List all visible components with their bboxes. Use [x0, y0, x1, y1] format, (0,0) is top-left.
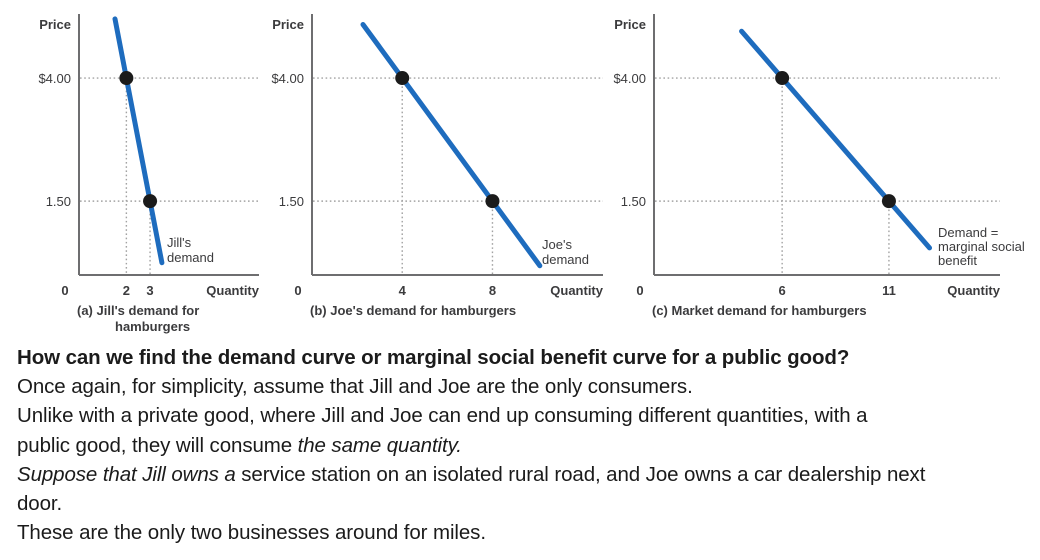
body-lines: Once again, for simplicity, assume that … — [17, 372, 1037, 547]
price-tick-label: $4.00 — [38, 71, 71, 86]
demand-curve — [112, 16, 165, 266]
origin-label: 0 — [61, 283, 68, 298]
chart-caption: (b) Joe's demand for hamburgers — [310, 303, 516, 318]
text-line: Unlike with a private good, where Jill a… — [17, 401, 1037, 430]
text-line: public good, they will consume the same … — [17, 431, 1037, 460]
curve-label: marginal social — [938, 239, 1025, 254]
text-segment: These are the only two businesses around… — [17, 521, 486, 545]
price-tick-label: $4.00 — [271, 71, 304, 86]
text-segment: Unlike with a private good, where Jill a… — [17, 404, 868, 428]
curve-label: Demand = — [938, 225, 998, 240]
curve-label: demand — [167, 250, 214, 265]
data-point — [143, 194, 158, 209]
text-line: Suppose that Jill owns a service station… — [17, 460, 1037, 489]
text-line: These are the only two businesses around… — [17, 518, 1037, 547]
quantity-tick-label: 11 — [882, 283, 896, 298]
curve-label: demand — [542, 252, 589, 267]
quantity-tick-label: 4 — [399, 283, 407, 298]
price-axis-label: Price — [39, 17, 71, 32]
curve-label: benefit — [938, 253, 977, 268]
data-point — [775, 71, 790, 86]
origin-label: 0 — [294, 283, 301, 298]
data-point — [395, 71, 410, 86]
explanation-text: How can we find the demand curve or marg… — [17, 343, 1037, 547]
price-tick-label: 1.50 — [46, 194, 71, 209]
text-segment: service station on an isolated rural roa… — [241, 462, 926, 486]
data-point — [485, 194, 500, 209]
quantity-axis-label: Quantity — [550, 283, 603, 298]
demand-curve — [360, 21, 543, 269]
quantity-tick-label: 2 — [123, 283, 130, 298]
data-point — [881, 194, 896, 209]
chart-caption: (a) Jill's demand for — [77, 303, 199, 318]
data-point — [119, 71, 134, 86]
text-segment-italic: Suppose that Jill owns a — [17, 462, 242, 486]
price-axis-label: Price — [272, 17, 304, 32]
demand-charts-figure: Price$4.001.500 2 3 QuantityJill'sdemand(a)… — [38, 14, 1025, 334]
question-heading: How can we find the demand curve or marg… — [17, 346, 850, 369]
price-tick-label: 1.50 — [279, 194, 304, 209]
origin-label: 0 — [636, 283, 643, 298]
price-axis-label: Price — [614, 17, 646, 32]
quantity-tick-label: 3 — [146, 283, 153, 298]
text-line: Once again, for simplicity, assume that … — [17, 372, 1037, 401]
quantity-axis-label: Quantity — [206, 283, 259, 298]
quantity-tick-label: 6 — [779, 283, 786, 298]
demand-curve — [739, 28, 933, 251]
quantity-axis-label: Quantity — [947, 283, 1000, 298]
curve-label: Joe's — [542, 237, 572, 252]
chart-caption: hamburgers — [115, 319, 190, 334]
curve-label: Jill's — [167, 235, 192, 250]
price-tick-label: 1.50 — [621, 194, 646, 209]
text-segment: public good, they will consume — [17, 433, 298, 457]
text-segment-italic: the same quantity. — [297, 433, 462, 457]
text-segment: door. — [17, 492, 63, 516]
text-line: door. — [17, 489, 1037, 518]
chart-caption: (c) Market demand for hamburgers — [652, 303, 867, 318]
price-tick-label: $4.00 — [613, 71, 646, 86]
text-segment: Once again, for simplicity, assume that … — [17, 375, 693, 399]
quantity-tick-label: 8 — [489, 283, 496, 298]
